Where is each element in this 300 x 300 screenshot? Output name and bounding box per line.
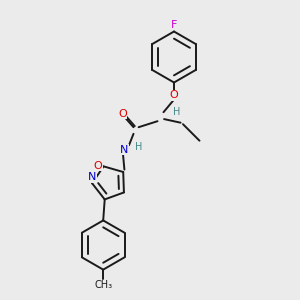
Text: H: H bbox=[173, 107, 181, 117]
Text: CH₃: CH₃ bbox=[94, 280, 112, 290]
Text: O: O bbox=[118, 109, 127, 119]
Text: H: H bbox=[135, 142, 142, 152]
Text: O: O bbox=[169, 90, 178, 100]
Text: N: N bbox=[88, 172, 96, 182]
Text: F: F bbox=[171, 20, 177, 30]
Text: O: O bbox=[94, 161, 103, 171]
Text: N: N bbox=[120, 145, 129, 155]
